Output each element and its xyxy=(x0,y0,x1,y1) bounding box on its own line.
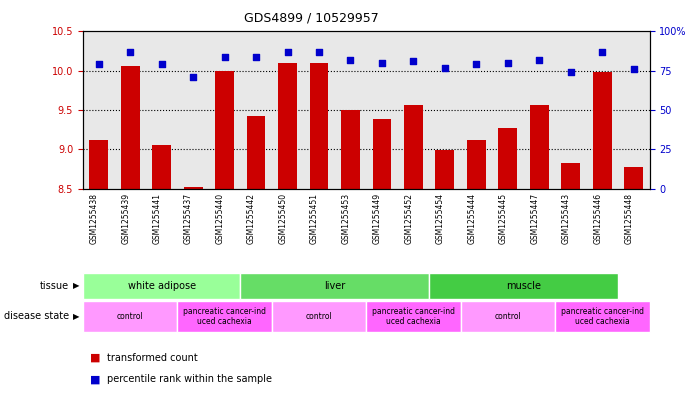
Point xyxy=(439,64,451,71)
Bar xyxy=(498,128,518,189)
Bar xyxy=(467,140,486,189)
Text: ▶: ▶ xyxy=(73,312,79,321)
Text: GSM1255438: GSM1255438 xyxy=(90,193,99,244)
Text: pancreatic cancer-ind
uced cachexia: pancreatic cancer-ind uced cachexia xyxy=(561,307,644,326)
Text: ■: ■ xyxy=(90,353,100,363)
Point xyxy=(408,58,419,64)
Bar xyxy=(561,163,580,189)
Point xyxy=(282,49,293,55)
Bar xyxy=(247,116,265,189)
Bar xyxy=(341,110,360,189)
Text: pancreatic cancer-ind
uced cachexia: pancreatic cancer-ind uced cachexia xyxy=(183,307,266,326)
Text: transformed count: transformed count xyxy=(107,353,198,363)
Point xyxy=(219,53,230,60)
Text: GSM1255447: GSM1255447 xyxy=(531,193,540,244)
Bar xyxy=(310,63,328,189)
Text: GSM1255452: GSM1255452 xyxy=(404,193,413,244)
Bar xyxy=(435,150,455,189)
Text: GSM1255454: GSM1255454 xyxy=(436,193,445,244)
Text: tissue: tissue xyxy=(40,281,69,291)
Text: GSM1255440: GSM1255440 xyxy=(216,193,225,244)
Text: GSM1255450: GSM1255450 xyxy=(278,193,287,244)
Text: muscle: muscle xyxy=(506,281,541,291)
Point xyxy=(377,60,388,66)
Text: GDS4899 / 10529957: GDS4899 / 10529957 xyxy=(243,12,379,25)
Text: liver: liver xyxy=(324,281,346,291)
Text: ▶: ▶ xyxy=(73,281,79,290)
Text: GSM1255445: GSM1255445 xyxy=(499,193,508,244)
Text: control: control xyxy=(495,312,521,321)
Bar xyxy=(89,140,108,189)
Text: control: control xyxy=(117,312,144,321)
Point xyxy=(156,61,167,68)
Bar xyxy=(530,105,549,189)
Point xyxy=(314,49,325,55)
Point xyxy=(93,61,104,68)
Point xyxy=(251,53,262,60)
Text: GSM1255446: GSM1255446 xyxy=(594,193,603,244)
Point xyxy=(597,49,608,55)
Bar xyxy=(404,105,423,189)
Text: disease state: disease state xyxy=(4,311,69,321)
Text: control: control xyxy=(305,312,332,321)
Point xyxy=(124,49,135,55)
Bar xyxy=(152,145,171,189)
Bar xyxy=(625,167,643,189)
Bar xyxy=(184,187,202,189)
Text: GSM1255439: GSM1255439 xyxy=(121,193,130,244)
Text: GSM1255451: GSM1255451 xyxy=(310,193,319,244)
Text: GSM1255448: GSM1255448 xyxy=(625,193,634,244)
Text: percentile rank within the sample: percentile rank within the sample xyxy=(107,374,272,384)
Bar xyxy=(593,72,612,189)
Bar xyxy=(121,66,140,189)
Point xyxy=(534,57,545,63)
Text: pancreatic cancer-ind
uced cachexia: pancreatic cancer-ind uced cachexia xyxy=(372,307,455,326)
Text: GSM1255443: GSM1255443 xyxy=(562,193,571,244)
Text: ■: ■ xyxy=(90,374,100,384)
Point xyxy=(187,74,198,80)
Text: GSM1255453: GSM1255453 xyxy=(341,193,350,244)
Bar xyxy=(278,63,297,189)
Text: GSM1255449: GSM1255449 xyxy=(373,193,382,244)
Bar xyxy=(215,71,234,189)
Text: GSM1255444: GSM1255444 xyxy=(467,193,476,244)
Point xyxy=(502,60,513,66)
Point xyxy=(471,61,482,68)
Text: white adipose: white adipose xyxy=(128,281,196,291)
Point xyxy=(345,57,356,63)
Bar xyxy=(372,119,391,189)
Point xyxy=(628,66,639,72)
Text: GSM1255442: GSM1255442 xyxy=(247,193,256,244)
Text: GSM1255437: GSM1255437 xyxy=(184,193,193,244)
Text: GSM1255441: GSM1255441 xyxy=(153,193,162,244)
Point xyxy=(565,69,576,75)
